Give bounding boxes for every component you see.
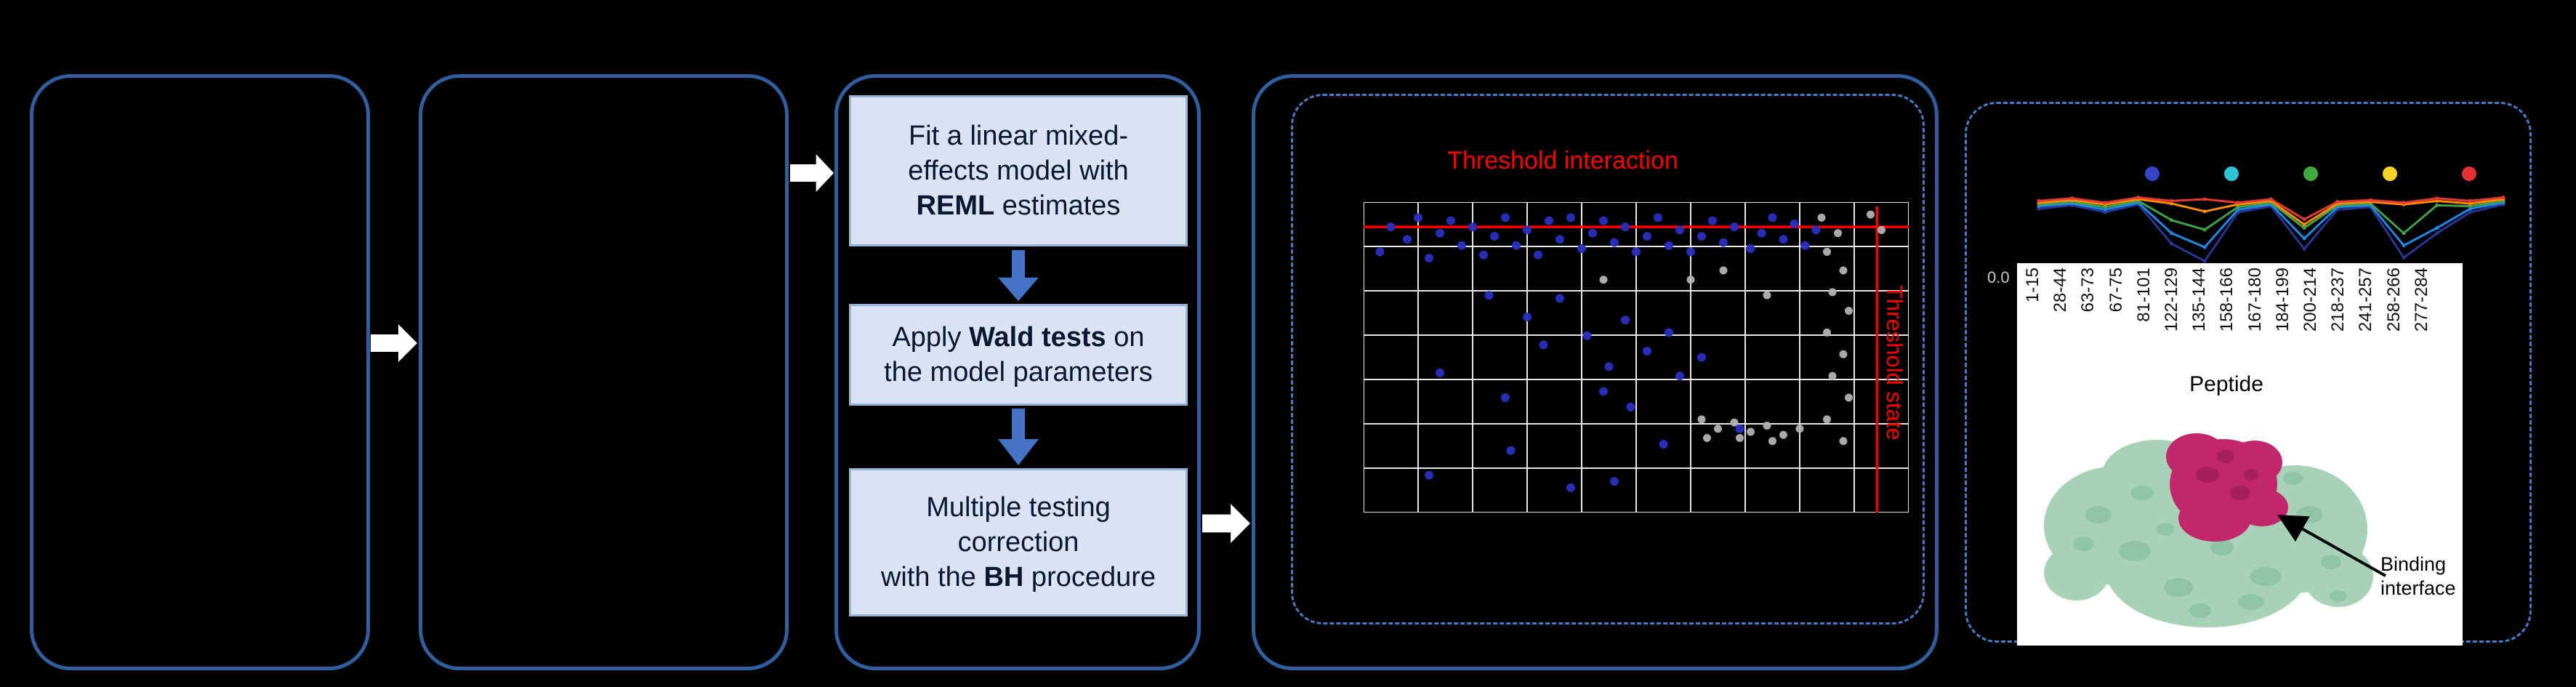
binding-interface-arrow-icon bbox=[2277, 515, 2386, 577]
nonsignificant-points bbox=[1599, 210, 1885, 446]
peptide-tick-label: 167-180 bbox=[2245, 268, 2265, 332]
binding-interface-label: Binding interface bbox=[2380, 553, 2456, 599]
down-arrow-icon bbox=[998, 409, 1039, 465]
step-multiple-testing: Multiple testing correction with the BH … bbox=[849, 468, 1188, 616]
binding-site-texture bbox=[2196, 450, 2258, 500]
binding-site-patch bbox=[2166, 433, 2288, 542]
step-wald-tests-text: Apply Wald tests on the model parameters bbox=[884, 322, 1153, 387]
step-fit-model: Fit a linear mixed- effects model with R… bbox=[849, 95, 1188, 246]
grid-lines bbox=[1364, 202, 1909, 513]
pvalue-scatter-plot bbox=[1364, 202, 1909, 513]
peptide-axis-label: Peptide bbox=[2189, 372, 2263, 396]
significant-points bbox=[1375, 213, 1821, 492]
uptake-series-line bbox=[2038, 203, 2504, 263]
peptide-tick-labels: 1-15 28-44 63-73 67-75 81-101 122-129 135-144 1… bbox=[2017, 263, 2463, 383]
step-fit-model-text: Fit a linear mixed- effects model with R… bbox=[908, 121, 1129, 221]
peptide-tick-label: 81-101 bbox=[2133, 268, 2154, 322]
global-view-dashed-frame bbox=[1291, 94, 1925, 624]
peptide-axis-panel: 1-15 28-44 63-73 67-75 81-101 122-129 135-144 1… bbox=[2017, 263, 2463, 646]
peptide-tick-label: 241-257 bbox=[2356, 268, 2376, 332]
timepoint-legend-dot bbox=[2145, 166, 2160, 181]
peptide-tick-label: 63-73 bbox=[2078, 268, 2098, 313]
timepoint-legend-dot bbox=[2383, 166, 2397, 181]
step-wald-tests: Apply Wald tests on the model parameters bbox=[849, 304, 1188, 406]
timepoint-legend-dot bbox=[2303, 166, 2318, 181]
peptide-tick-label: 122-129 bbox=[2162, 268, 2181, 332]
peptide-tick-label: 218-237 bbox=[2328, 268, 2348, 332]
peptide-tick-label: 258-266 bbox=[2383, 268, 2404, 332]
peptide-tick-label: 28-44 bbox=[2050, 268, 2071, 313]
uptake-profile-chart bbox=[2037, 166, 2505, 263]
step-multiple-testing-text: Multiple testing correction with the BH … bbox=[880, 492, 1156, 592]
timepoint-legend-dot bbox=[2462, 166, 2476, 181]
peptide-tick-label: 277-284 bbox=[2411, 268, 2431, 332]
right-arrow-icon bbox=[371, 324, 417, 362]
protein-surface-texture bbox=[2074, 472, 2347, 618]
csv-export-panel: X CSV bbox=[419, 74, 1175, 670]
experiment-panel bbox=[30, 74, 370, 670]
y-axis-tick: 0.0 bbox=[1987, 268, 2010, 286]
peptide-tick-label: 200-214 bbox=[2301, 268, 2320, 332]
peptide-tick-label: 67-75 bbox=[2106, 268, 2126, 313]
peptide-tick-label: 135-144 bbox=[2189, 268, 2210, 332]
global-visualization-panel bbox=[1252, 74, 1939, 670]
threshold-state-label: Threshold state bbox=[1882, 285, 1907, 441]
peptide-tick-label: 158-166 bbox=[2217, 268, 2237, 332]
timepoint-legend-dot bbox=[2224, 166, 2239, 181]
right-arrow-icon bbox=[1202, 504, 1250, 543]
peptide-tick-label: 1-15 bbox=[2023, 268, 2042, 303]
threshold-interaction-label: Threshold interaction bbox=[1447, 147, 1678, 174]
down-arrow-icon bbox=[998, 250, 1039, 302]
peptide-tick-label: 184-199 bbox=[2272, 268, 2293, 332]
right-arrow-icon bbox=[790, 154, 834, 192]
